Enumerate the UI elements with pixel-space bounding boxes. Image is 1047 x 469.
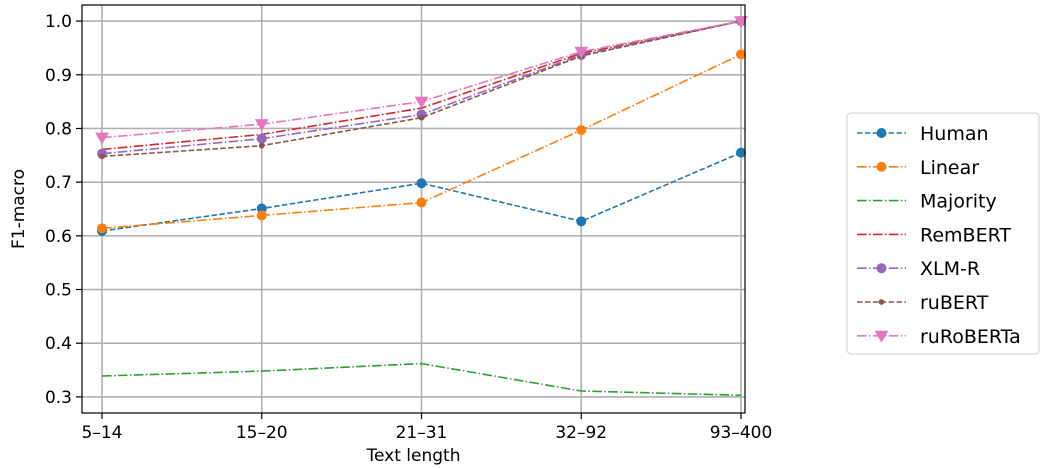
series-layer (95, 16, 748, 397)
legend-label: Human (920, 123, 989, 145)
legend-label: ruBERT (920, 292, 989, 314)
legend-frame (846, 112, 1040, 355)
y-tick-label: 1.0 (45, 12, 72, 32)
legend-label: Linear (920, 157, 979, 179)
data-point (416, 197, 427, 208)
data-point (574, 46, 589, 59)
x-tick-label: 15–20 (236, 423, 288, 443)
data-point (258, 142, 265, 149)
legend-item: ruBERT (857, 292, 989, 314)
legend-marker (876, 161, 887, 172)
y-tick-label: 0.8 (45, 119, 72, 139)
legend-label: XLM-R (920, 258, 980, 280)
legend-item: Majority (857, 191, 997, 213)
legend-label: ruRoBERTa (920, 326, 1021, 348)
legend: Human Linear Majority RemBERT XLM-R ruBERT ruR… (846, 112, 1040, 355)
x-tick-label: 5–14 (82, 423, 123, 443)
legend-marker (878, 299, 885, 305)
legend-item: ruRoBERTa (857, 326, 1021, 348)
legend-item: Human (857, 123, 989, 145)
data-point (414, 96, 429, 109)
legend-item: Linear (857, 157, 979, 179)
y-tick-label: 0.5 (45, 281, 72, 301)
legend-marker (876, 263, 887, 274)
grid (82, 5, 745, 413)
y-tick-label: 0.9 (45, 66, 72, 86)
data-point (97, 223, 107, 234)
data-point (95, 132, 109, 145)
series-line (101, 362, 742, 397)
legend-item: XLM-R (857, 258, 980, 280)
ticks: 5–14 15–20 21–31 32–92 93–400 0.3 0.4 0.5 0.6 0.7… (45, 12, 772, 443)
data-point (254, 119, 269, 132)
legend-marker (876, 128, 887, 138)
series-line (101, 20, 742, 158)
series-line (101, 151, 742, 232)
legend-item: RemBERT (857, 224, 1011, 246)
y-axis-label: F1-macro (9, 169, 29, 249)
data-point (734, 16, 748, 29)
legend-marker (874, 330, 889, 343)
data-point (99, 153, 105, 160)
x-axis-label: Text length (366, 446, 461, 466)
data-point (576, 216, 587, 227)
y-tick-label: 0.3 (45, 388, 72, 408)
data-point (736, 147, 746, 158)
x-tick-label: 21–31 (396, 423, 448, 443)
x-tick-label: 93–400 (710, 423, 773, 443)
data-point (256, 133, 267, 144)
data-point (418, 114, 425, 121)
series-linear (97, 49, 746, 234)
data-point (576, 125, 587, 136)
data-point (736, 49, 746, 60)
y-tick-label: 0.4 (45, 334, 72, 354)
y-tick-label: 0.6 (45, 227, 72, 247)
y-tick-label: 0.7 (45, 173, 72, 193)
series-majority (101, 362, 742, 397)
x-tick-label: 32–92 (555, 423, 607, 443)
data-point (416, 178, 427, 189)
series-ruroberta (95, 16, 748, 145)
legend-label: Majority (920, 191, 997, 213)
data-point (256, 210, 267, 221)
legend-label: RemBERT (920, 224, 1011, 246)
plot-frame (81, 4, 746, 414)
